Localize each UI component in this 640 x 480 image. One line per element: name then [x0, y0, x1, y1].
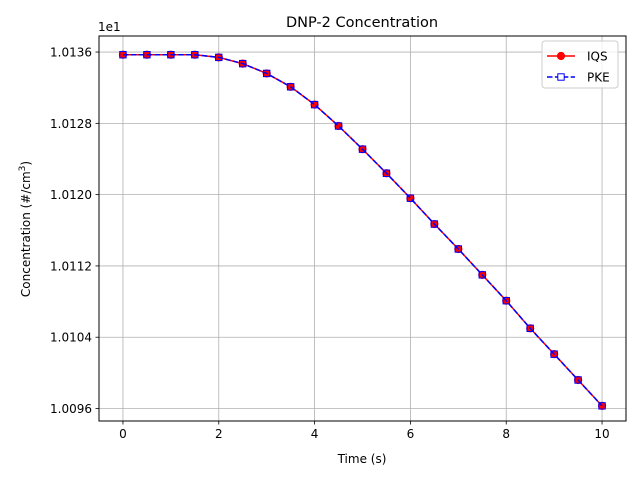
data-point-pke: [239, 59, 247, 68]
legend-marker-iqs: [556, 51, 566, 61]
legend-marker-pke: [557, 73, 565, 81]
data-point-pke: [262, 69, 271, 78]
y-tick-label: 1.0128: [50, 117, 92, 131]
legend-label-pke: PKE: [587, 71, 610, 85]
legend-label-iqs: IQS: [587, 50, 608, 64]
y-tick-label: 1.0104: [50, 331, 92, 345]
x-tick-label: 10: [594, 427, 609, 441]
data-point-pke: [119, 51, 127, 59]
series-layer: [118, 50, 607, 410]
data-point-pke: [334, 122, 343, 130]
data-point-pke: [430, 220, 439, 228]
data-point-pke: [143, 51, 151, 59]
x-tick-label: 0: [119, 427, 127, 441]
y-tick-label: 1.0096: [50, 402, 92, 416]
data-point-pke: [454, 245, 463, 253]
x-tick-label: 6: [407, 427, 415, 441]
data-point-pke: [191, 51, 199, 59]
data-point-pke: [215, 53, 223, 62]
data-point-pke: [598, 402, 606, 410]
data-point-pke: [167, 51, 175, 59]
data-point-pke: [286, 83, 295, 91]
x-tick-label: 8: [502, 427, 510, 441]
y-axis-label: Concentration (#/cm3): [18, 161, 33, 297]
chart-title: DNP-2 Concentration: [286, 15, 438, 31]
data-point-pke: [478, 271, 486, 279]
y-tick-label: 1.0120: [50, 188, 92, 202]
x-axis-label: Time (s): [337, 452, 387, 466]
series-line-pke: [122, 53, 603, 407]
data-point-pke: [550, 350, 558, 358]
data-point-pke: [382, 169, 391, 177]
data-point-pke: [406, 194, 415, 202]
y-axis-label-close: ): [19, 161, 33, 166]
x-tick-label: 2: [215, 427, 223, 441]
data-point-pke: [310, 100, 319, 109]
legend: IQS PKE: [541, 40, 619, 89]
data-point-pke: [502, 296, 510, 305]
grid-lines: [99, 36, 626, 421]
y-tick-label: 1.0112: [50, 259, 92, 273]
y-axis-label-superscript: 3: [18, 166, 28, 172]
y-offset-label: 1e1: [98, 20, 121, 34]
y-tick-label: 1.0136: [50, 46, 92, 60]
y-axis-label-main: Concentration (#/cm: [19, 171, 33, 297]
data-point-pke: [574, 376, 582, 384]
x-tick-label: 4: [311, 427, 319, 441]
data-point-pke: [358, 145, 367, 153]
axis-ticks: 0 2 4 6 8 10 1.0096 1.0104 1.0112 1.0120 1.0128 1.0…: [50, 46, 610, 441]
axes-frame: [98, 35, 627, 422]
data-point-pke: [526, 324, 534, 333]
